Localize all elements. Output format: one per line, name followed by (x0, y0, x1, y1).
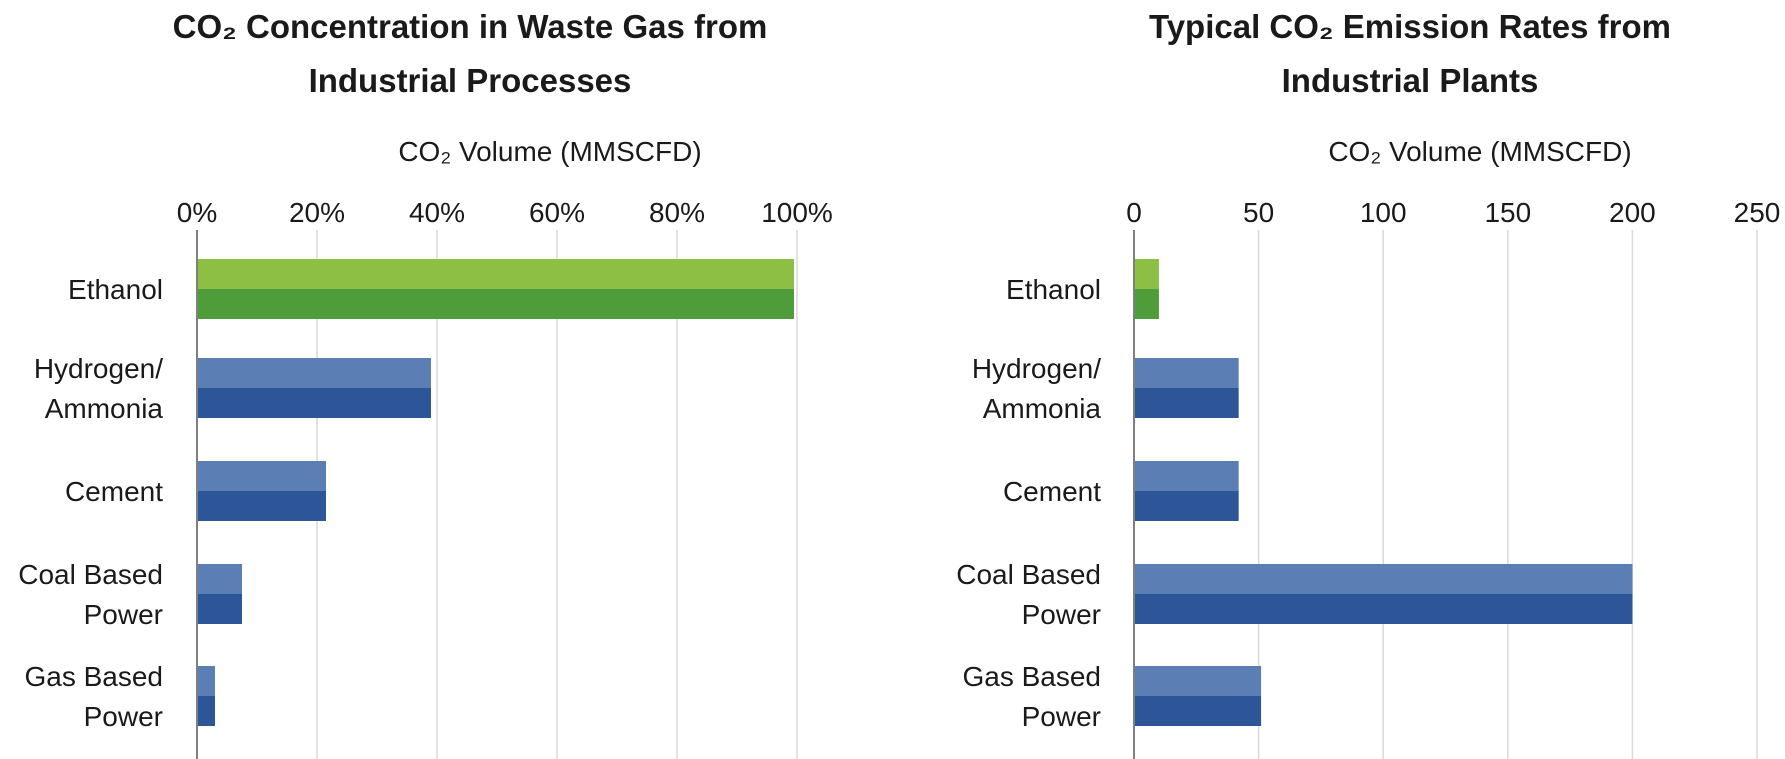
left-x-tick-label: 60% (529, 197, 585, 228)
left-x-tick-label: 80% (649, 197, 705, 228)
right-category-label: Hydrogen/ (972, 353, 1101, 384)
left-chart-title-line-1: CO₂ Concentration in Waste Gas from (172, 8, 768, 45)
right-bar-bottom (1134, 388, 1239, 418)
left-category-label: Power (84, 599, 163, 630)
left-chart-title: CO₂ Concentration in Waste Gas from Indu… (120, 0, 820, 108)
left-bar-bottom (197, 594, 242, 624)
right-category-label: Gas Based (962, 661, 1101, 692)
left-chart-title-line-2: Industrial Processes (308, 62, 632, 99)
right-category-label: Ammonia (983, 393, 1102, 424)
right-category-label: Power (1022, 701, 1101, 732)
right-bar-top (1134, 666, 1262, 696)
right-category-label: Cement (1003, 476, 1101, 507)
right-x-tick-label: 50 (1243, 197, 1274, 228)
left-bar-top (197, 666, 215, 696)
left-x-tick-label: 40% (409, 197, 465, 228)
left-category-label: Power (84, 701, 163, 732)
right-bar-top (1134, 461, 1239, 491)
left-bar-bottom (197, 696, 215, 726)
right-x-axis-label: CO₂ Volume (MMSCFD) (1328, 136, 1632, 167)
left-category-label: Coal Based (18, 559, 163, 590)
left-bar-top (197, 259, 794, 289)
left-category-label: Hydrogen/ (34, 353, 163, 384)
left-bar-top (197, 564, 242, 594)
right-bar-top (1134, 564, 1633, 594)
left-bar-bottom (197, 491, 326, 521)
left-x-tick-label: 20% (289, 197, 345, 228)
right-category-label: Ethanol (1006, 274, 1101, 305)
right-bar-bottom (1134, 594, 1633, 624)
right-x-tick-label: 200 (1609, 197, 1656, 228)
right-bar-bottom (1134, 491, 1239, 521)
left-bar-bottom (197, 289, 794, 319)
left-x-tick-label: 100% (761, 197, 833, 228)
right-chart-title-line-2: Industrial Plants (1281, 62, 1539, 99)
left-x-axis-label: CO₂ Volume (MMSCFD) (398, 136, 702, 167)
left-bar-bottom (197, 388, 431, 418)
right-chart-title-line-1: Typical CO₂ Emission Rates from (1148, 8, 1672, 45)
left-bar-top (197, 461, 326, 491)
right-x-tick-label: 100 (1360, 197, 1407, 228)
left-category-label: Cement (65, 476, 163, 507)
right-x-tick-label: 150 (1484, 197, 1531, 228)
right-chart-title: Typical CO₂ Emission Rates from Industri… (1110, 0, 1710, 108)
left-category-label: Ammonia (45, 393, 164, 424)
right-bar-top (1134, 358, 1239, 388)
left-category-label: Ethanol (68, 274, 163, 305)
right-bar-bottom (1134, 289, 1159, 319)
left-x-tick-label: 0% (177, 197, 217, 228)
left-category-label: Gas Based (24, 661, 163, 692)
right-bar-bottom (1134, 696, 1262, 726)
right-category-label: Power (1022, 599, 1101, 630)
right-x-tick-label: 250 (1734, 197, 1781, 228)
left-bar-top (197, 358, 431, 388)
right-bar-top (1134, 259, 1159, 289)
right-x-tick-label: 0 (1126, 197, 1142, 228)
right-category-label: Coal Based (956, 559, 1101, 590)
